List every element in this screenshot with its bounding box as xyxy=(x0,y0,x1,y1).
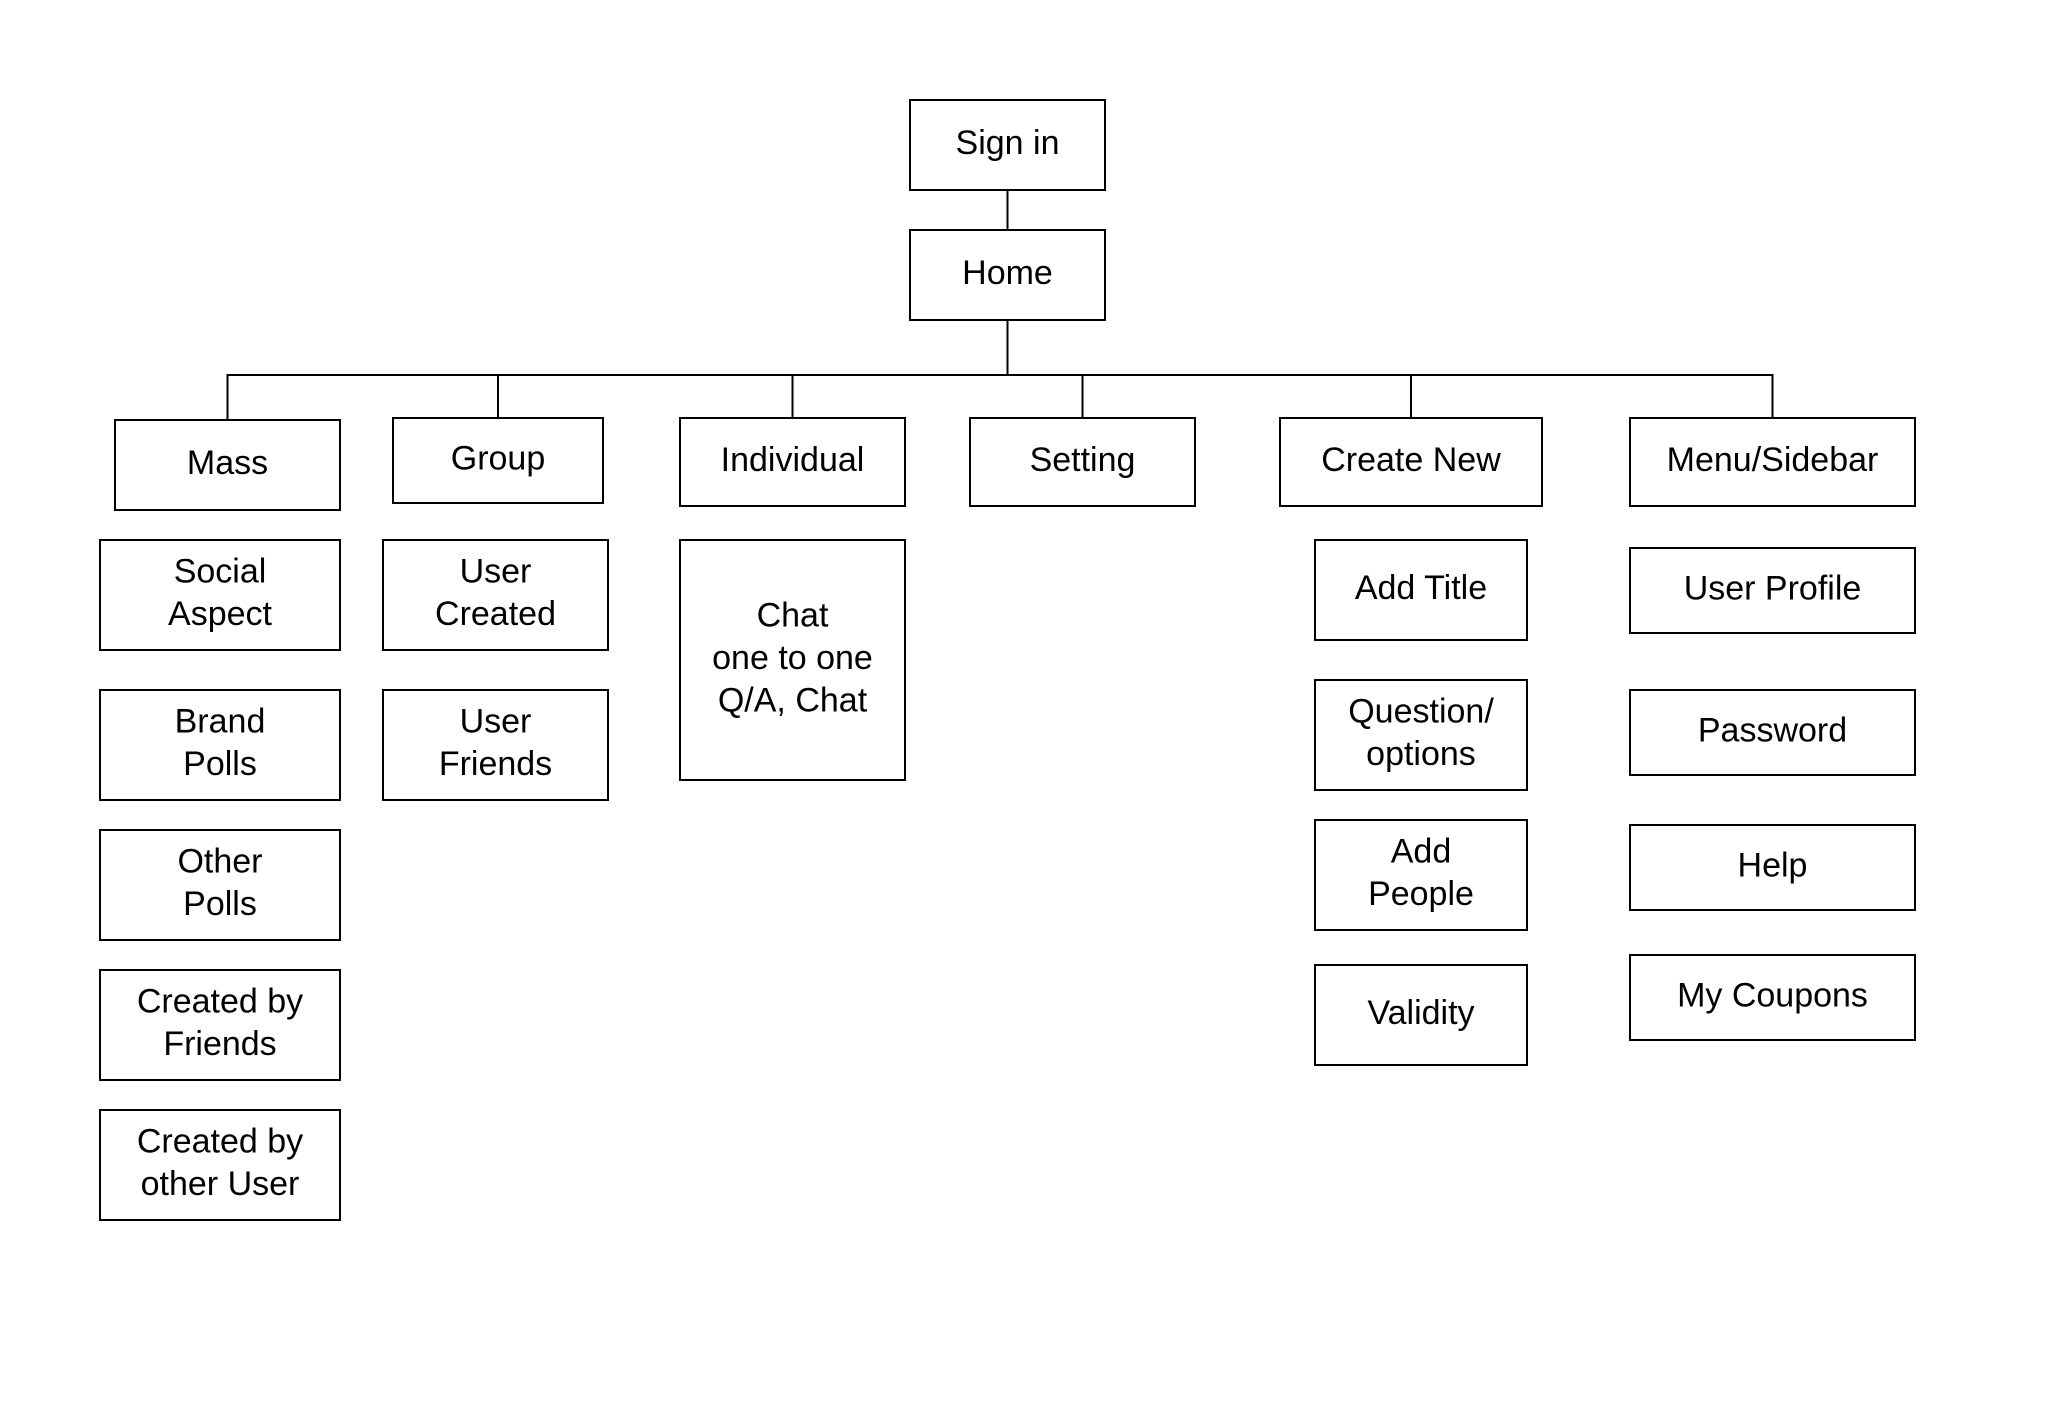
sitemap-diagram: Sign in Home Mass Group Individual Setting Cre… xyxy=(0,0,2072,1414)
node-help: Help xyxy=(1630,825,1915,910)
node-validity-label-0: Validity xyxy=(1367,994,1474,1032)
node-addpeople: Add People xyxy=(1315,820,1527,930)
node-chat-label-1: one to one xyxy=(712,639,873,677)
edge-home-setting xyxy=(1008,320,1083,418)
node-mass-label-0: Mass xyxy=(187,444,268,482)
node-userfriends: User Friends xyxy=(383,690,608,800)
node-menusidebar: Menu/Sidebar xyxy=(1630,418,1915,506)
node-byfriends-label-1: Friends xyxy=(163,1025,276,1063)
node-createnew: Create New xyxy=(1280,418,1542,506)
node-chat-label-0: Chat xyxy=(757,596,829,634)
node-usercreated: User Created xyxy=(383,540,608,650)
node-questionopts-label-1: options xyxy=(1366,735,1476,773)
node-questionopts-label-0: Question/ xyxy=(1348,693,1494,731)
node-mycoupons-label-0: My Coupons xyxy=(1677,976,1868,1014)
node-byotheruser: Created by other User xyxy=(100,1110,340,1220)
node-brandpolls: Brand Polls xyxy=(100,690,340,800)
node-byfriends-label-0: Created by xyxy=(137,983,303,1021)
node-home-label-0: Home xyxy=(962,254,1053,292)
node-byotheruser-label-0: Created by xyxy=(137,1123,303,1161)
node-group-label-0: Group xyxy=(451,439,546,477)
node-byfriends: Created by Friends xyxy=(100,970,340,1080)
node-menusidebar-label-0: Menu/Sidebar xyxy=(1667,441,1879,479)
node-chat: Chat one to one Q/A, Chat xyxy=(680,540,905,780)
node-addtitle: Add Title xyxy=(1315,540,1527,640)
node-userprofile-label-0: User Profile xyxy=(1684,569,1862,607)
node-individual: Individual xyxy=(680,418,905,506)
node-password: Password xyxy=(1630,690,1915,775)
node-questionopts: Question/options xyxy=(1315,680,1527,790)
node-setting: Setting xyxy=(970,418,1195,506)
node-mycoupons: My Coupons xyxy=(1630,955,1915,1040)
node-brandpolls-label-0: Brand xyxy=(175,703,266,741)
edge-home-createnew xyxy=(1008,320,1412,418)
node-home: Home xyxy=(910,230,1105,320)
node-chat-label-2: Q/A, Chat xyxy=(718,681,868,719)
node-socialaspect-label-0: Social xyxy=(174,553,267,591)
node-userfriends-label-0: User xyxy=(460,703,532,741)
node-setting-label-0: Setting xyxy=(1030,441,1136,479)
node-otherpolls: Other Polls xyxy=(100,830,340,940)
edge-home-menusidebar xyxy=(1008,320,1773,418)
edge-home-individual xyxy=(793,320,1008,418)
node-group: Group xyxy=(393,418,603,503)
node-otherpolls-label-0: Other xyxy=(177,843,262,881)
node-byotheruser-label-1: other User xyxy=(141,1165,300,1203)
node-brandpolls-label-1: Polls xyxy=(183,745,257,783)
node-signin-label-0: Sign in xyxy=(956,124,1060,162)
node-addpeople-label-0: Add xyxy=(1391,833,1452,871)
node-userfriends-label-1: Friends xyxy=(439,745,552,783)
edge-home-group xyxy=(498,320,1008,418)
node-signin: Sign in xyxy=(910,100,1105,190)
node-validity: Validity xyxy=(1315,965,1527,1065)
node-addtitle-label-0: Add Title xyxy=(1355,569,1487,607)
node-otherpolls-label-1: Polls xyxy=(183,885,257,923)
edge-home-mass xyxy=(228,320,1008,420)
node-createnew-label-0: Create New xyxy=(1321,441,1501,479)
node-socialaspect-label-1: Aspect xyxy=(168,595,272,633)
node-mass: Mass xyxy=(115,420,340,510)
node-usercreated-label-1: Created xyxy=(435,595,556,633)
node-usercreated-label-0: User xyxy=(460,553,532,591)
node-password-label-0: Password xyxy=(1698,711,1847,749)
node-userprofile: User Profile xyxy=(1630,548,1915,633)
node-addpeople-label-1: People xyxy=(1368,875,1474,913)
node-help-label-0: Help xyxy=(1738,846,1808,884)
node-individual-label-0: Individual xyxy=(721,441,865,479)
node-socialaspect: Social Aspect xyxy=(100,540,340,650)
